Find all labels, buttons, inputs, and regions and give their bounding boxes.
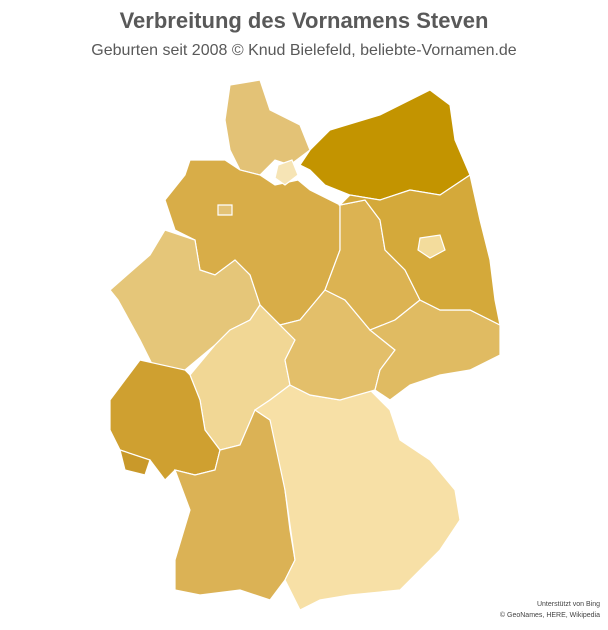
mecklenburg-vorpommern [299,89,471,201]
title: Verbreitung des Vornamens Steven [119,8,489,33]
baden-wuerttemberg [174,409,296,601]
hamburg [274,159,299,186]
bremen [217,204,233,216]
attribution: Unterstützt von Bing [536,601,600,608]
subtitle: Geburten seit 2008 © Knud Bielefeld, bel… [91,42,517,59]
saarland [119,449,151,476]
schleswig-holstein [224,79,311,176]
berlin [417,234,446,259]
attribution: © GeoNames, HERE, Wikipedia [499,612,600,619]
